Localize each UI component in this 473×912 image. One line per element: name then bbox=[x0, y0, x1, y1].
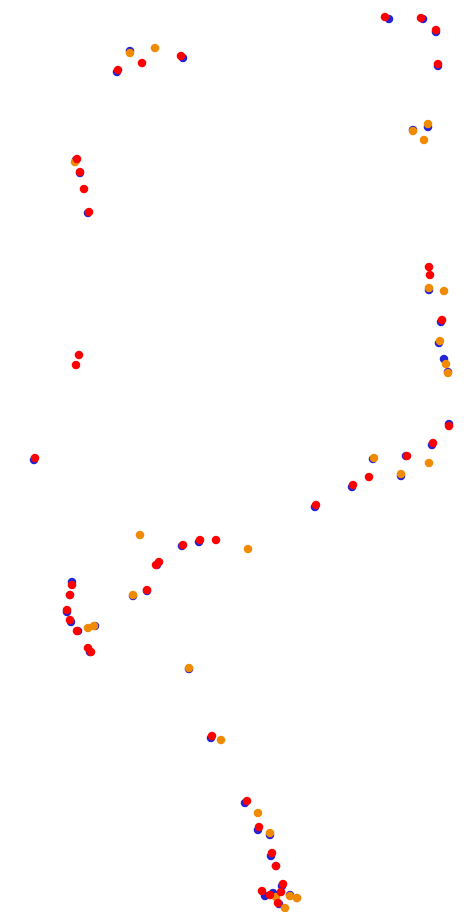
dot bbox=[65, 615, 75, 625]
dot bbox=[71, 360, 81, 370]
dot bbox=[151, 560, 161, 570]
dot bbox=[72, 154, 82, 164]
dot bbox=[431, 25, 441, 35]
dot bbox=[265, 828, 275, 838]
dot bbox=[441, 359, 451, 369]
dot bbox=[348, 480, 358, 490]
dot bbox=[416, 13, 426, 23]
dot bbox=[424, 283, 434, 293]
dot bbox=[292, 893, 302, 903]
dot bbox=[423, 119, 433, 129]
dot bbox=[176, 51, 186, 61]
dot bbox=[435, 336, 445, 346]
dot bbox=[424, 262, 434, 272]
dot bbox=[276, 887, 286, 897]
dot bbox=[369, 453, 379, 463]
dot bbox=[402, 451, 412, 461]
dot bbox=[65, 590, 75, 600]
dot bbox=[86, 647, 96, 657]
dot bbox=[75, 167, 85, 177]
dot bbox=[280, 903, 290, 912]
dot bbox=[424, 458, 434, 468]
dot bbox=[211, 535, 221, 545]
dot bbox=[254, 822, 264, 832]
dot bbox=[62, 605, 72, 615]
dot bbox=[437, 315, 447, 325]
dot bbox=[207, 731, 217, 741]
dot bbox=[178, 540, 188, 550]
dot bbox=[89, 621, 99, 631]
dot bbox=[425, 270, 435, 280]
dot bbox=[184, 663, 194, 673]
dot bbox=[30, 453, 40, 463]
dot bbox=[443, 368, 453, 378]
dot bbox=[150, 43, 160, 53]
dot bbox=[242, 796, 252, 806]
dot bbox=[195, 535, 205, 545]
dot bbox=[216, 735, 226, 745]
dot bbox=[439, 286, 449, 296]
dot bbox=[72, 626, 82, 636]
dot bbox=[278, 879, 288, 889]
dot bbox=[396, 469, 406, 479]
dot bbox=[408, 126, 418, 136]
dot bbox=[267, 848, 277, 858]
dot bbox=[125, 48, 135, 58]
dot bbox=[285, 891, 295, 901]
dot bbox=[257, 886, 267, 896]
dot bbox=[433, 59, 443, 69]
dot bbox=[364, 472, 374, 482]
dot bbox=[243, 544, 253, 554]
dot bbox=[137, 58, 147, 68]
dot bbox=[84, 207, 94, 217]
dot bbox=[273, 898, 283, 908]
dot bbox=[265, 890, 275, 900]
dot bbox=[253, 808, 263, 818]
dot bbox=[271, 861, 281, 871]
dot bbox=[79, 184, 89, 194]
dot bbox=[311, 500, 321, 510]
dot bbox=[444, 421, 454, 431]
dot bbox=[113, 65, 123, 75]
dot bbox=[380, 12, 390, 22]
dot bbox=[419, 135, 429, 145]
dot bbox=[74, 350, 84, 360]
dot bbox=[67, 580, 77, 590]
dot bbox=[428, 438, 438, 448]
dot bbox=[142, 585, 152, 595]
dot bbox=[135, 530, 145, 540]
dot bbox=[128, 590, 138, 600]
